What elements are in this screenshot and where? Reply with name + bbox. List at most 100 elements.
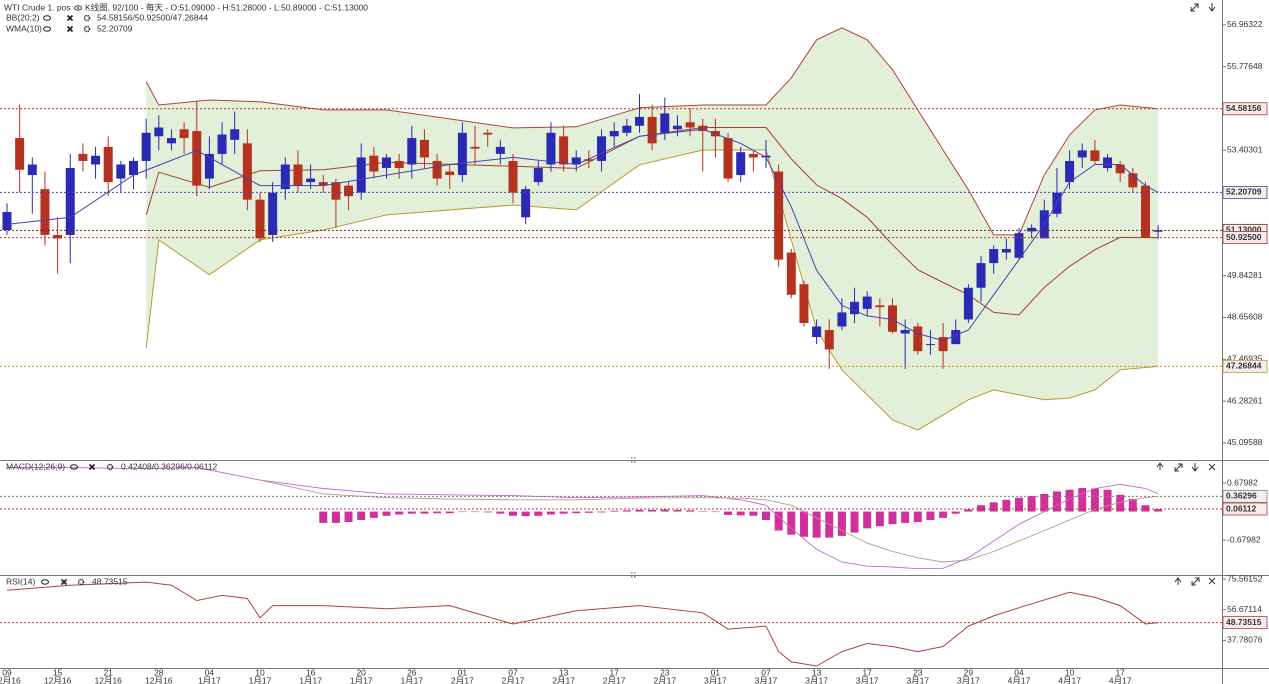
y-tick-label: -0.67982 bbox=[1227, 534, 1261, 544]
macd-bar bbox=[951, 511, 960, 514]
candle-body bbox=[369, 155, 379, 172]
macd-bar bbox=[584, 511, 593, 513]
x-tick-label: 15 bbox=[53, 667, 63, 677]
candle-body bbox=[1103, 157, 1113, 169]
macd-bar bbox=[509, 511, 517, 516]
macd-bar bbox=[382, 511, 391, 516]
candle-body bbox=[812, 326, 822, 338]
candle-body bbox=[407, 138, 417, 165]
candle-body bbox=[989, 249, 999, 264]
candle-body bbox=[571, 157, 581, 165]
legend-value: 0.42408/0.36296/0.06112 bbox=[121, 461, 218, 471]
x-tick-month: 12月16 bbox=[0, 675, 21, 684]
x-tick-month: 2月17 bbox=[451, 675, 474, 684]
macd-bar bbox=[331, 511, 340, 523]
visibility-icon[interactable] bbox=[74, 5, 82, 11]
macd-bar bbox=[559, 511, 568, 514]
candle-body bbox=[445, 171, 455, 176]
y-tick-label: 49.84281 bbox=[1227, 270, 1263, 280]
candle-body bbox=[622, 125, 632, 133]
y-tick-label: 45.09588 bbox=[1227, 437, 1263, 447]
macd-bar bbox=[1052, 491, 1061, 512]
x-tick-month: 2月17 bbox=[603, 675, 626, 684]
marker-box bbox=[1222, 489, 1268, 503]
legend-icons[interactable] bbox=[70, 463, 114, 471]
x-tick-month: 3月17 bbox=[906, 675, 929, 684]
x-tick-month: 12月16 bbox=[44, 675, 72, 684]
candle-body bbox=[91, 155, 101, 165]
candle-body bbox=[470, 146, 480, 149]
candle-body bbox=[394, 160, 404, 169]
candle-body bbox=[495, 146, 505, 154]
instrument-name: WTI Crude 1. pos bbox=[4, 2, 71, 12]
candle-body bbox=[837, 312, 847, 327]
macd-bar bbox=[1128, 498, 1137, 512]
macd-bar bbox=[648, 509, 657, 512]
macd-bar bbox=[863, 511, 872, 529]
candle-body bbox=[584, 159, 594, 161]
candle-body bbox=[2, 212, 12, 230]
candle-body bbox=[799, 284, 809, 323]
x-tick-month: 2月17 bbox=[653, 675, 676, 684]
candle-body bbox=[1115, 164, 1125, 174]
candle-body bbox=[53, 234, 63, 239]
x-tick-label: 28 bbox=[154, 667, 164, 677]
x-tick-month: 3月17 bbox=[805, 675, 828, 684]
macd-line bbox=[259, 479, 1159, 563]
candle-body bbox=[1128, 173, 1138, 188]
legend-icons[interactable] bbox=[43, 14, 91, 22]
x-tick-label: 09 bbox=[2, 667, 12, 677]
wma-line bbox=[6, 128, 1159, 342]
candle-body bbox=[1090, 150, 1100, 161]
band-upper bbox=[145, 27, 1159, 236]
candle-body bbox=[268, 192, 278, 235]
x-tick-month: 3月17 bbox=[957, 675, 980, 684]
candle-body bbox=[938, 337, 948, 352]
x-tick-label: 17 bbox=[609, 667, 619, 677]
candle-body bbox=[154, 127, 164, 137]
legend-name: BB(20;2) bbox=[6, 12, 40, 22]
x-tick-label: 01 bbox=[711, 667, 721, 677]
panel-toolbar[interactable] bbox=[1156, 3, 1216, 586]
candle-body bbox=[204, 153, 214, 179]
macd-bar bbox=[610, 510, 619, 512]
settings-icon bbox=[106, 463, 114, 471]
macd-bar bbox=[812, 511, 821, 538]
y-tick-label: 46.28261 bbox=[1227, 395, 1263, 405]
candle-body bbox=[230, 129, 240, 140]
legend-icons[interactable] bbox=[41, 578, 85, 586]
panel-grips[interactable] bbox=[631, 457, 636, 578]
candle-body bbox=[824, 330, 834, 350]
candle-body bbox=[862, 296, 872, 309]
legend-value: 54.58156/50.92500/47.26844 bbox=[97, 12, 208, 22]
macd-bar bbox=[471, 511, 480, 513]
macd-bar bbox=[534, 511, 543, 516]
y-tick-label: 56.96322 bbox=[1227, 19, 1263, 29]
macd-bar bbox=[660, 509, 669, 512]
macd-bar bbox=[1103, 489, 1112, 512]
legend-value: 52.20709 bbox=[97, 23, 133, 33]
x-tick-month: 1月17 bbox=[400, 675, 423, 684]
x-tick-label: 04 bbox=[205, 667, 215, 677]
candle-body bbox=[457, 132, 467, 176]
candle-body bbox=[723, 138, 733, 179]
x-tick-month: 12月16 bbox=[94, 675, 122, 684]
legend-icons[interactable] bbox=[43, 25, 91, 33]
candle-body bbox=[546, 132, 556, 165]
marker-label: 50.92500 bbox=[1226, 232, 1262, 242]
candle-body bbox=[280, 164, 290, 190]
marker-label: 54.58156 bbox=[1226, 103, 1262, 113]
macd-bar bbox=[483, 511, 492, 513]
macd-bar bbox=[888, 511, 897, 525]
legend-name: MACD(12;26;9) bbox=[6, 461, 65, 471]
legend-value: 48.73515 bbox=[92, 576, 128, 586]
macd-bar bbox=[799, 511, 808, 537]
x-tick-label: 10 bbox=[1065, 667, 1075, 677]
macd-bar bbox=[445, 511, 454, 514]
candle-body bbox=[609, 131, 619, 137]
legend-name: WMA(10) bbox=[6, 23, 42, 33]
candle-body bbox=[129, 160, 138, 176]
x-tick-month: 1月17 bbox=[299, 675, 322, 684]
macd-bar bbox=[395, 511, 404, 515]
